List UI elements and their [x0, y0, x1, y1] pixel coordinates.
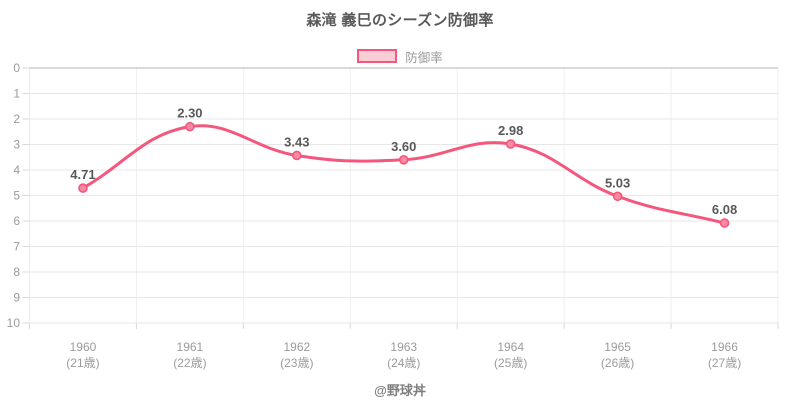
y-axis-tick-label: 8: [13, 265, 20, 279]
data-point-label: 3.60: [391, 139, 416, 154]
x-axis-age-label: (24歳): [387, 356, 420, 370]
data-point[interactable]: [505, 139, 516, 149]
y-axis-tick-label: 7: [13, 240, 20, 254]
y-axis-tick-label: 0: [13, 61, 20, 75]
x-axis-year-label: 1963: [390, 340, 417, 354]
data-point-label: 2.98: [498, 123, 523, 138]
data-point-label: 3.43: [284, 134, 309, 149]
legend: 防御率: [0, 47, 800, 65]
x-axis-year-label: 1966: [711, 340, 738, 354]
y-axis-tick-label: 1: [13, 87, 20, 101]
data-point-label: 5.03: [605, 175, 630, 190]
x-axis-age-label: (26歳): [601, 356, 634, 370]
x-axis-age-label: (27歳): [708, 356, 741, 370]
x-axis-year-label: 1965: [604, 340, 631, 354]
data-point[interactable]: [719, 218, 730, 228]
x-axis-year-label: 1960: [70, 340, 97, 354]
data-point-label: 2.30: [177, 106, 202, 121]
y-axis-tick-label: 6: [13, 214, 20, 228]
chart-title: 森滝 義巳のシーズン防御率: [306, 12, 494, 29]
data-point[interactable]: [78, 183, 88, 193]
y-axis-tick-label: 2: [13, 112, 20, 126]
legend-item-era[interactable]: 防御率: [357, 47, 443, 66]
data-point[interactable]: [612, 191, 623, 202]
data-point[interactable]: [292, 150, 302, 161]
x-axis-age-label: (22歳): [173, 356, 206, 370]
y-axis-tick-label: 3: [13, 138, 20, 152]
watermark: @野球丼: [374, 383, 426, 398]
data-point[interactable]: [185, 121, 195, 132]
y-axis-tick-label: 10: [7, 316, 21, 330]
x-axis-age-label: (25歳): [494, 356, 527, 370]
legend-swatch-icon: [357, 49, 398, 63]
legend-label: 防御率: [405, 50, 443, 65]
x-axis-year-label: 1962: [283, 340, 310, 354]
data-point-label: 4.71: [70, 167, 95, 182]
data-point-label: 6.08: [712, 202, 737, 217]
data-point[interactable]: [398, 155, 409, 165]
x-axis-age-label: (23歳): [280, 356, 313, 370]
x-axis-age-label: (21歳): [66, 356, 99, 370]
y-axis-tick-label: 4: [13, 163, 20, 177]
x-axis-year-label: 1964: [497, 340, 524, 354]
x-axis-year-label: 1961: [177, 340, 204, 354]
y-axis-tick-label: 9: [13, 291, 20, 305]
y-axis-tick-label: 5: [13, 189, 20, 203]
